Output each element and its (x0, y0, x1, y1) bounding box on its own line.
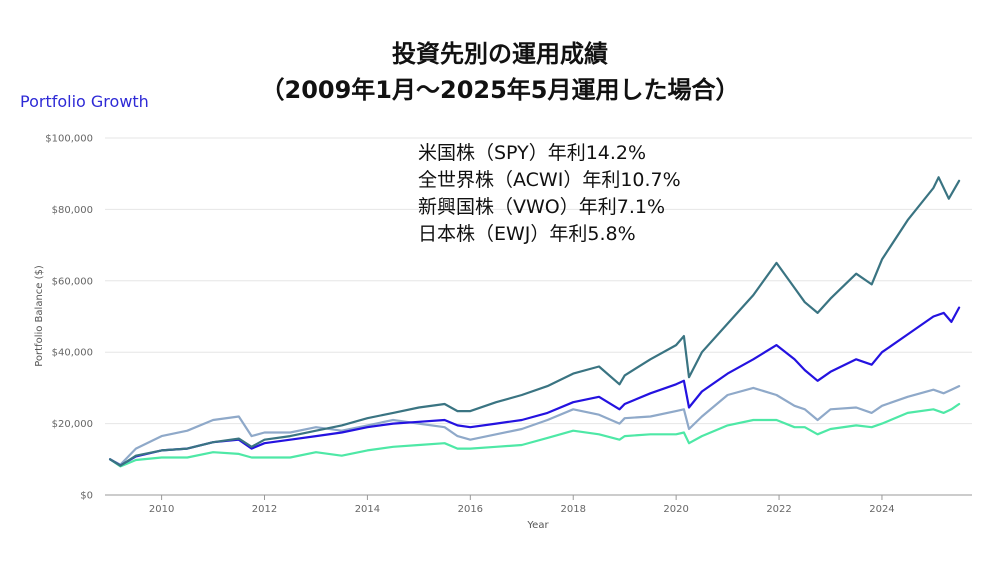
y-axis-title: Portfolio Balance ($) (34, 265, 45, 367)
legend-entry-acwi: 全世界株（ACWI）年利10.7% (418, 169, 681, 191)
y-tick-label: $20,000 (52, 419, 93, 430)
x-tick-label: 2014 (355, 504, 380, 515)
series-line-ewj (108, 402, 961, 468)
y-tick-label: $60,000 (52, 276, 93, 287)
x-tick-label: 2010 (149, 504, 174, 515)
y-tick-label: $40,000 (52, 348, 93, 359)
y-tick-label: $100,000 (45, 134, 93, 145)
chart-title: 投資先別の運用成績 （2009年1月～2025年5月運用した場合） (0, 36, 1000, 108)
x-tick-label: 2018 (561, 504, 586, 515)
series-lines (108, 176, 961, 468)
title-line-1: 投資先別の運用成績 (392, 40, 608, 68)
x-tick-label: 2012 (252, 504, 277, 515)
portfolio-growth-label: Portfolio Growth (20, 92, 149, 111)
title-line-2: （2009年1月～2025年5月運用した場合） (260, 76, 740, 104)
legend-entry-vwo: 新興国株（VWO）年利7.1% (418, 196, 666, 218)
x-axis-title: Year (526, 520, 549, 531)
legend-entry-ewj: 日本株（EWJ）年利5.8% (418, 223, 636, 245)
x-tick-label: 2024 (869, 504, 894, 515)
series-line-spy (108, 176, 961, 467)
x-tick-label: 2020 (663, 504, 688, 515)
legend-text-block: 米国株（SPY）年利14.2% 全世界株（ACWI）年利10.7% 新興国株（V… (418, 140, 681, 248)
x-tick-label: 2016 (458, 504, 483, 515)
axes: $0 $20,000 $40,000 $60,000 $80,000 $100,000 20… (45, 134, 894, 516)
y-tick-label: $0 (80, 491, 93, 502)
series-line-acwi (108, 306, 961, 467)
x-tick-label: 2022 (766, 504, 791, 515)
legend-entry-spy: 米国株（SPY）年利14.2% (418, 142, 647, 164)
series-line-vwo (108, 385, 961, 466)
grid-lines (105, 137, 972, 496)
y-tick-label: $80,000 (52, 205, 93, 216)
